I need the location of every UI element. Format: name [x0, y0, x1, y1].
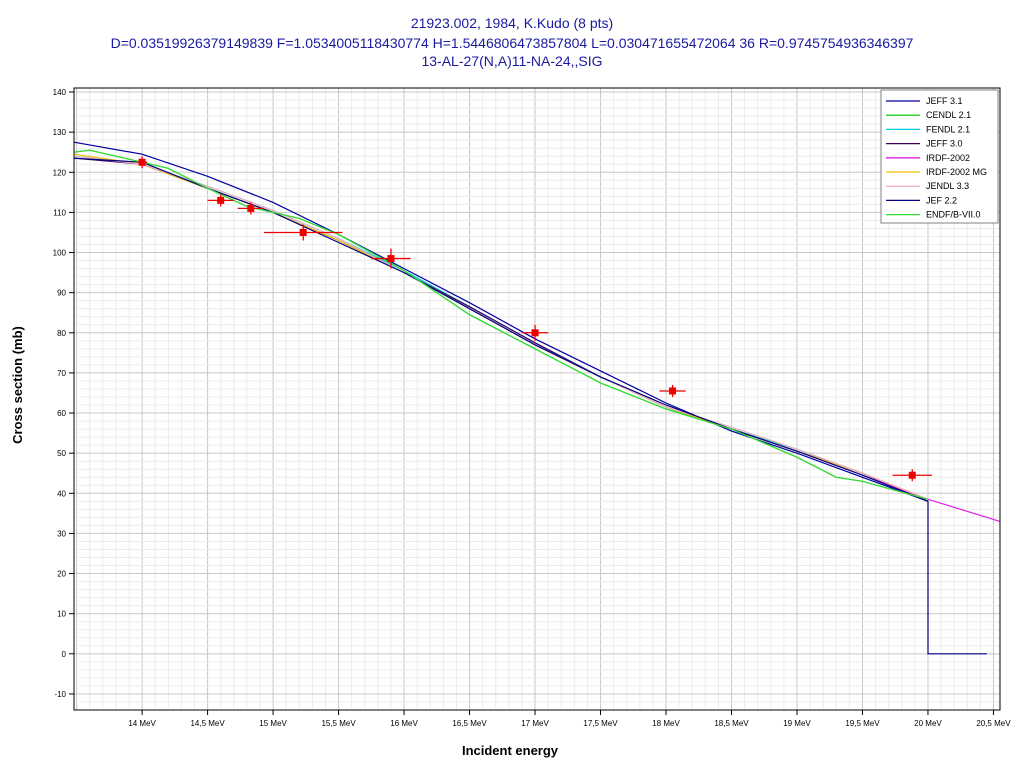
legend-label: IRDF-2002 MG — [926, 167, 987, 177]
x-tick-label: 16,5 MeV — [452, 719, 487, 728]
series-line-0 — [73, 141, 929, 502]
grid — [74, 88, 1000, 711]
legend-label: JEFF 3.1 — [926, 96, 963, 106]
data-points — [136, 156, 932, 482]
y-tick-label: 0 — [62, 650, 67, 659]
data-point-marker — [387, 255, 395, 263]
data-point-marker — [908, 471, 916, 479]
y-tick-label: 10 — [57, 610, 66, 619]
plot-frame — [73, 87, 1001, 711]
x-tick-label: 15 MeV — [259, 719, 287, 728]
data-point-marker — [299, 228, 307, 236]
y-tick-label: 80 — [57, 329, 66, 338]
data-point-marker — [669, 387, 677, 395]
chart-title-line-1: 21923.002, 1984, K.Kudo (8 pts) — [411, 15, 613, 31]
data-point-marker — [138, 158, 146, 166]
x-tick-label: 14,5 MeV — [190, 719, 225, 728]
y-tick-label: 100 — [53, 249, 67, 258]
data-point-marker — [217, 196, 225, 204]
x-tick-label: 20 MeV — [914, 719, 942, 728]
y-tick-label: -10 — [54, 690, 66, 699]
data-point-marker — [531, 329, 539, 337]
y-tick-label: 130 — [53, 128, 67, 137]
y-tick-label: 90 — [57, 289, 66, 298]
y-tick-label: 50 — [57, 449, 66, 458]
y-tick-label: 40 — [57, 489, 66, 498]
y-tick-label: 120 — [53, 168, 67, 177]
y-tick-label: 140 — [53, 88, 67, 97]
x-tick-label: 20,5 MeV — [976, 719, 1011, 728]
chart-title-line-3: 13-AL-27(N,A)11-NA-24,,SIG — [421, 53, 602, 69]
x-tick-label: 16 MeV — [390, 719, 418, 728]
legend-label: JEFF 3.0 — [926, 139, 963, 149]
legend-label: JENDL 3.3 — [926, 181, 969, 191]
y-tick-label: 110 — [53, 208, 66, 217]
x-tick-label: 18,5 MeV — [714, 719, 749, 728]
axis-ticks: 14 MeV 14,5 MeV 15 MeV 15,5 MeV 16 MeV 16,5 M… — [53, 88, 1012, 728]
series-line-8 — [73, 149, 929, 500]
legend-label: CENDL 2.1 — [926, 110, 971, 120]
legend-label: IRDF-2002 — [926, 153, 970, 163]
data-point-marker — [247, 204, 255, 212]
series-line-7 — [73, 157, 987, 655]
x-tick-label: 19,5 MeV — [845, 719, 880, 728]
legend-label: FENDL 2.1 — [926, 124, 970, 134]
x-tick-label: 17 MeV — [521, 719, 549, 728]
y-axis-title: Cross section (mb) — [10, 326, 25, 444]
x-tick-label: 17,5 MeV — [583, 719, 618, 728]
y-tick-label: 20 — [57, 570, 66, 579]
legend: JEFF 3.1 CENDL 2.1 FENDL 2.1 JEFF 3.0 IRDF-2… — [880, 89, 999, 224]
x-tick-label: 15,5 MeV — [321, 719, 356, 728]
legend-label: JEF 2.2 — [926, 195, 957, 205]
x-tick-label: 19 MeV — [783, 719, 811, 728]
y-tick-label: 70 — [57, 369, 66, 378]
chart-title-line-2: D=0.03519926379149839 F=1.05340051184307… — [111, 35, 914, 51]
y-tick-label: 60 — [57, 409, 66, 418]
x-axis-title: Incident energy — [462, 743, 559, 758]
y-tick-label: 30 — [57, 529, 66, 538]
series-lines — [73, 141, 1001, 655]
legend-label: ENDF/B-VII.0 — [926, 210, 981, 220]
x-tick-label: 14 MeV — [128, 719, 156, 728]
x-tick-label: 18 MeV — [652, 719, 680, 728]
